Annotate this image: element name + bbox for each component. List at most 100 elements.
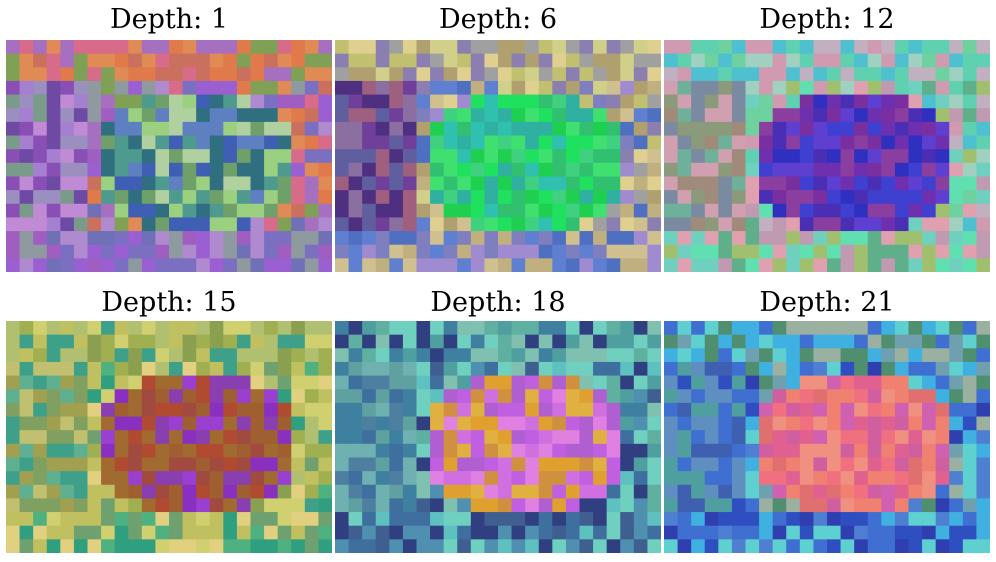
mosaic-pixel xyxy=(525,471,540,486)
mosaic-pixel xyxy=(443,498,458,513)
mosaic-pixel xyxy=(389,258,404,272)
mosaic-pixel xyxy=(250,389,265,404)
mosaic-pixel xyxy=(511,258,526,272)
mosaic-pixel xyxy=(759,334,774,349)
mosaic-pixel xyxy=(949,53,964,68)
mosaic-pixel xyxy=(647,375,661,390)
mosaic-pixel xyxy=(443,334,458,349)
mosaic-pixel xyxy=(169,389,184,404)
mosaic-pixel xyxy=(196,67,211,82)
mosaic-pixel xyxy=(620,402,635,418)
mosaic-pixel xyxy=(443,525,458,540)
mosaic-pixel xyxy=(593,80,608,96)
mosaic-pixel xyxy=(593,539,608,553)
mosaic-pixel xyxy=(223,484,238,500)
mosaic-pixel xyxy=(362,484,377,500)
mosaic-pixel xyxy=(976,484,990,500)
mosaic-pixel xyxy=(922,217,937,232)
mosaic-pixel xyxy=(704,244,719,259)
mosaic-pixel xyxy=(579,94,594,109)
mosaic-pixel xyxy=(318,258,332,272)
mosaic-pixel xyxy=(264,471,279,486)
mosaic-pixel xyxy=(318,203,332,219)
mosaic-pixel xyxy=(677,498,692,513)
mosaic-pixel xyxy=(677,348,692,363)
mosaic-pixel xyxy=(196,53,211,68)
mosaic-pixel xyxy=(511,484,526,500)
mosaic-pixel xyxy=(606,471,621,486)
mosaic-pixel xyxy=(46,231,61,246)
mosaic-pixel xyxy=(704,375,719,390)
mosaic-pixel xyxy=(277,203,292,219)
mosaic-pixel xyxy=(538,348,553,363)
mosaic-pixel xyxy=(223,217,238,232)
mosaic-pixel xyxy=(759,498,774,513)
mosaic-pixel xyxy=(691,67,706,82)
mosaic-pixel xyxy=(169,67,184,82)
mosaic-pixel xyxy=(250,203,265,219)
mosaic-pixel xyxy=(691,443,706,459)
mosaic-pixel xyxy=(772,321,787,336)
mosaic-pixel xyxy=(786,525,801,540)
mosaic-pixel xyxy=(101,321,116,336)
mosaic-pixel xyxy=(731,231,747,246)
mosaic-pixel xyxy=(908,67,923,82)
mosaic-pixel xyxy=(141,375,157,390)
mosaic-pixel xyxy=(894,135,910,150)
mosaic-pixel xyxy=(552,40,567,55)
mosaic-pixel xyxy=(335,67,350,82)
mosaic-pixel xyxy=(525,217,540,232)
mosaic-pixel xyxy=(348,471,363,486)
mosaic-pixel xyxy=(759,512,774,527)
mosaic-pixel xyxy=(935,231,950,246)
mosaic-pixel xyxy=(277,135,292,150)
mosaic-pixel xyxy=(389,231,404,246)
mosaic-pixel xyxy=(73,40,89,55)
mosaic-pixel xyxy=(813,402,828,418)
mosaic-pixel xyxy=(73,416,89,431)
mosaic-pixel xyxy=(840,40,855,55)
mosaic-pixel xyxy=(416,498,431,513)
mosaic-pixel xyxy=(141,389,157,404)
mosaic-pixel xyxy=(565,484,581,500)
mosaic-pixel xyxy=(962,67,978,82)
mosaic-pixel xyxy=(664,80,679,96)
mosaic-pixel xyxy=(704,512,719,527)
mosaic-pixel xyxy=(976,94,990,109)
mosaic-pixel xyxy=(759,430,774,445)
mosaic-pixel xyxy=(155,334,170,349)
mosaic-pixel xyxy=(33,416,48,431)
mosaic-pixel xyxy=(209,135,224,150)
mosaic-pixel xyxy=(772,121,787,137)
mosaic-pixel xyxy=(236,361,252,377)
mosaic-pixel xyxy=(552,80,567,96)
mosaic-pixel xyxy=(457,190,472,205)
mosaic-pixel xyxy=(402,121,418,137)
mosaic-pixel xyxy=(291,361,306,377)
mosaic-pixel xyxy=(470,539,486,553)
mosaic-pixel xyxy=(470,149,486,164)
mosaic-pixel xyxy=(114,80,129,96)
mosaic-pixel xyxy=(854,203,869,219)
mosaic-pixel xyxy=(291,258,306,272)
mosaic-pixel xyxy=(196,389,211,404)
mosaic-pixel xyxy=(114,348,129,363)
mosaic-pixel xyxy=(827,416,842,431)
mosaic-pixel xyxy=(33,484,48,500)
mosaic-pixel xyxy=(362,231,377,246)
mosaic-pixel xyxy=(416,149,431,164)
mosaic-pixel xyxy=(633,53,649,68)
mosaic-pixel xyxy=(277,416,292,431)
mosaic-pixel xyxy=(786,361,801,377)
mosaic-pixel xyxy=(786,135,801,150)
mosaic-pixel xyxy=(128,149,143,164)
mosaic-pixel xyxy=(552,525,567,540)
mosaic-pixel xyxy=(402,67,418,82)
mosaic-pixel xyxy=(196,94,211,109)
mosaic-pixel xyxy=(854,498,869,513)
mosaic-pixel xyxy=(402,231,418,246)
mosaic-pixel xyxy=(335,80,350,96)
mosaic-pixel xyxy=(854,80,869,96)
mosaic-pixel xyxy=(416,484,431,500)
mosaic-pixel xyxy=(128,498,143,513)
